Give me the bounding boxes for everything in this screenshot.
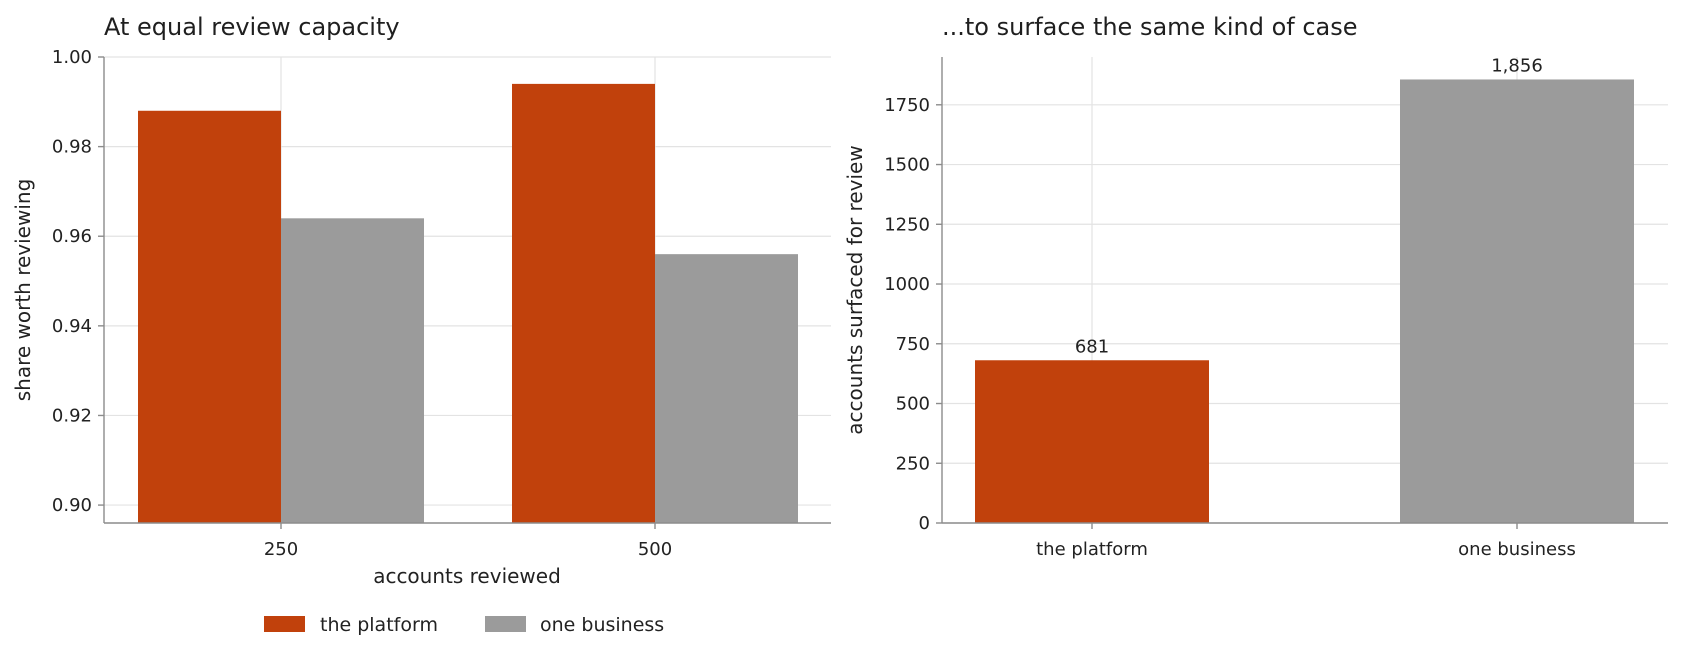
right-chart-ytick-label-2: 500 xyxy=(896,394,930,415)
legend-label-platform: the platform xyxy=(320,614,438,636)
left-chart-y-axis-label: share worth reviewing xyxy=(11,179,35,402)
right-chart-ytick-label-3: 750 xyxy=(896,334,930,355)
legend-swatch-platform xyxy=(264,616,305,632)
right-chart-bar-platform xyxy=(975,360,1209,523)
left-chart-ytick-label-4: 0.98 xyxy=(52,137,92,158)
left-chart-bar-business-500 xyxy=(655,254,798,523)
legend: the platform one business xyxy=(264,614,664,636)
right-chart-data-label-platform: 681 xyxy=(1075,336,1109,357)
left-chart-y-ticks: 0.90 0.92 0.94 0.96 0.98 1.00 xyxy=(52,47,104,516)
right-chart-y-axis-label: accounts surfaced for review xyxy=(843,145,867,434)
left-chart-bar-business-250 xyxy=(281,218,424,524)
right-chart-panel: ...to surface the same kind of case 0 250… xyxy=(843,13,1668,560)
right-chart-axes xyxy=(941,57,1668,524)
right-chart-data-labels: 681 1,856 xyxy=(1075,55,1543,357)
left-chart-ytick-label-3: 0.96 xyxy=(52,226,92,247)
left-chart-ytick-label-5: 1.00 xyxy=(52,47,92,68)
right-chart-bars xyxy=(975,79,1634,523)
legend-label-business: one business xyxy=(540,614,664,636)
right-chart-xtick-label-1: one business xyxy=(1458,539,1576,560)
left-chart-ytick-label-2: 0.94 xyxy=(52,316,92,337)
left-chart-panel: At equal review capacity 0.900.920.940.9… xyxy=(11,13,831,588)
right-chart-data-label-business: 1,856 xyxy=(1491,55,1543,76)
right-chart-xtick-label-0: the platform xyxy=(1036,539,1148,560)
right-chart-ytick-label-1: 250 xyxy=(896,453,930,474)
right-chart-bar-business xyxy=(1400,79,1634,523)
left-chart-bar-platform-250 xyxy=(138,110,281,524)
right-chart-ytick-label-0: 0 xyxy=(919,513,930,534)
left-chart-ytick-label-1: 0.92 xyxy=(52,405,92,426)
left-chart-xtick-label-1: 500 xyxy=(638,539,672,560)
left-chart-ytick-label-0: 0.90 xyxy=(52,495,92,516)
right-chart-x-ticks: the platform one business xyxy=(1036,523,1576,560)
left-chart-x-axis-label: accounts reviewed xyxy=(373,564,561,588)
left-chart-bars xyxy=(138,83,798,524)
right-chart-ytick-label-4: 1000 xyxy=(884,274,930,295)
right-chart-title: ...to surface the same kind of case xyxy=(942,13,1358,41)
right-chart-ytick-label-7: 1750 xyxy=(884,95,930,116)
left-chart-bar-platform-500 xyxy=(512,83,655,523)
right-chart-ytick-label-5: 1250 xyxy=(884,214,930,235)
left-chart-axes xyxy=(103,57,831,524)
left-chart-title: At equal review capacity xyxy=(104,13,400,41)
right-chart-ytick-label-6: 1500 xyxy=(884,155,930,176)
left-chart-xtick-label-0: 250 xyxy=(264,539,298,560)
right-chart-y-ticks: 0 250 500 750 1000 1250 1500 1750 xyxy=(884,95,942,534)
legend-swatch-business xyxy=(485,616,526,632)
left-chart-x-ticks: 250 500 xyxy=(264,523,672,560)
